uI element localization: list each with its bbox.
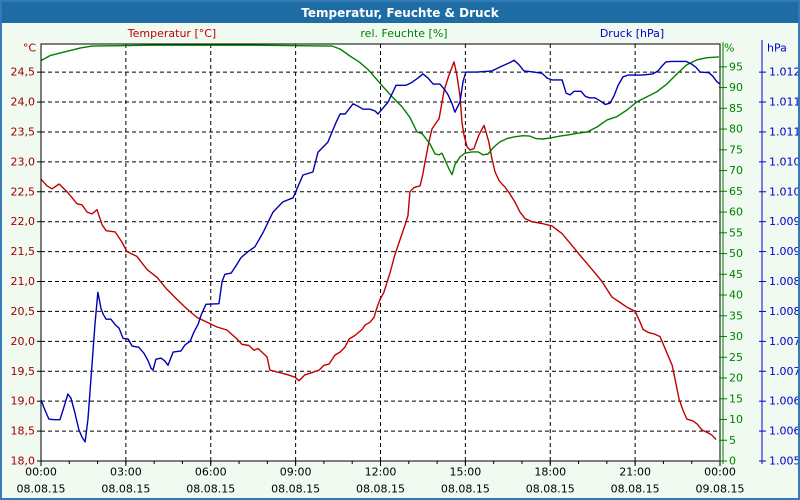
x-date-label: 08.08.15 [356, 483, 405, 496]
humidity-tick-label: 5 [729, 434, 736, 447]
humidity-tick-label: 15 [729, 392, 743, 405]
humidity-tick-label: 55 [729, 226, 743, 239]
gridlines [41, 44, 720, 461]
humidity-tick-label: 35 [729, 309, 743, 322]
pressure-tick-label: 1.008 [769, 275, 798, 288]
temperature-tick-label: 18,5 [11, 425, 36, 438]
pressure-tick-label: 1.006 [769, 395, 798, 408]
pressure-tick-label: 1.005 [769, 455, 798, 468]
temperature-tick-label: 20,0 [11, 335, 36, 348]
pressure-tick-label: 1.009 [769, 215, 798, 228]
x-date-label: 08.08.15 [186, 483, 235, 496]
temperature-axis [37, 71, 41, 462]
title-bar: Temperatur, Feuchte & Druck [2, 2, 798, 23]
pressure-tick-label: 1.012 [769, 66, 798, 79]
series-line-pressure [40, 59, 721, 443]
series-line-temperature [40, 61, 717, 440]
humidity-tick-label: 85 [729, 102, 743, 115]
x-time-label: 00:00 [25, 466, 57, 479]
temperature-tick-label: 24,0 [11, 96, 36, 109]
temperature-tick-label: 21,0 [11, 275, 36, 288]
humidity-axis-unit: % [724, 42, 734, 55]
x-date-label: 08.08.15 [101, 483, 150, 496]
pressure-tick-label: 1.007 [769, 335, 798, 348]
pressure-tick-label: 1.010 [769, 185, 798, 198]
humidity-tick-label: 90 [729, 81, 743, 94]
temperature-tick-label: 18,0 [11, 455, 36, 468]
x-time-label: 00:00 [704, 466, 736, 479]
temperature-tick-label: 23,0 [11, 155, 36, 168]
humidity-tick-label: 70 [729, 164, 743, 177]
x-date-label: 08.08.15 [611, 483, 660, 496]
humidity-tick-label: 75 [729, 143, 743, 156]
x-time-label: 18:00 [534, 466, 566, 479]
pressure-tick-label: 1.010 [769, 155, 798, 168]
humidity-tick-label: 80 [729, 123, 743, 136]
x-time-label: 09:00 [280, 466, 312, 479]
x-time-label: 15:00 [450, 466, 482, 479]
temperature-tick-label: 21,5 [11, 245, 36, 258]
temperature-tick-label: 20,5 [11, 305, 36, 318]
temperature-tick-label: 24,5 [11, 66, 36, 79]
x-time-label: 12:00 [365, 466, 397, 479]
pressure-tick-label: 1.009 [769, 245, 798, 258]
humidity-tick-label: 45 [729, 268, 743, 281]
x-date-label: 08.08.15 [526, 483, 575, 496]
temperature-tick-label: 22,0 [11, 215, 36, 228]
legend-humidity: rel. Feuchte [%] [360, 27, 448, 40]
pressure-tick-label: 1.008 [769, 305, 798, 318]
temperature-tick-label: 19,5 [11, 365, 36, 378]
plot-area [41, 44, 720, 461]
humidity-tick-label: 50 [729, 247, 743, 260]
x-time-label: 03:00 [110, 466, 142, 479]
pressure-tick-label: 1.006 [769, 425, 798, 438]
humidity-tick-label: 20 [729, 372, 743, 385]
temperature-tick-label: 22,5 [11, 185, 36, 198]
humidity-tick-label: 95 [729, 60, 743, 73]
x-date-label: 08.08.15 [17, 483, 66, 496]
humidity-tick-label: 10 [729, 413, 743, 426]
x-time-label: 06:00 [195, 466, 227, 479]
legend-temperature: Temperatur [°C] [127, 27, 217, 40]
pressure-axis [759, 40, 766, 464]
x-time-label: 21:00 [619, 466, 651, 479]
humidity-tick-label: 65 [729, 185, 743, 198]
window-title: Temperatur, Feuchte & Druck [301, 5, 499, 20]
humidity-tick-label: 30 [729, 330, 743, 343]
humidity-tick-label: 60 [729, 206, 743, 219]
humidity-axis [719, 42, 727, 464]
humidity-tick-label: 0 [729, 455, 736, 468]
series-line-humidity [40, 44, 719, 176]
temperature-tick-label: 19,0 [11, 395, 36, 408]
humidity-tick-label: 40 [729, 289, 743, 302]
temperature-tick-label: 23,5 [11, 125, 36, 138]
x-axis [40, 461, 721, 466]
series-lines [40, 44, 721, 443]
pressure-tick-label: 1.007 [769, 365, 798, 378]
humidity-tick-label: 25 [729, 351, 743, 364]
legend-pressure: Druck [hPa] [599, 27, 665, 40]
pressure-tick-label: 1.011 [769, 96, 798, 109]
pressure-axis-unit: hPa [767, 42, 787, 55]
temperature-axis-unit: °C [23, 42, 37, 55]
x-date-label: 08.08.15 [271, 483, 320, 496]
x-date-label: 09.08.15 [696, 483, 745, 496]
pressure-tick-label: 1.011 [769, 125, 798, 138]
x-date-label: 08.08.15 [441, 483, 490, 496]
